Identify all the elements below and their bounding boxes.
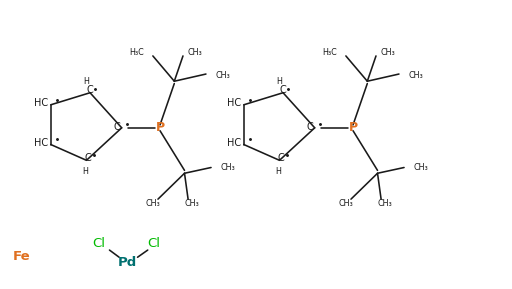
Text: HC: HC — [34, 138, 49, 148]
Text: HC: HC — [227, 98, 242, 108]
Text: C: C — [84, 153, 91, 163]
Text: Pd: Pd — [118, 256, 137, 269]
Text: C: C — [113, 122, 120, 132]
Text: CH₃: CH₃ — [185, 199, 200, 208]
Text: H: H — [276, 77, 282, 86]
Text: C: C — [87, 85, 93, 95]
Text: H: H — [83, 77, 89, 86]
Text: C: C — [277, 153, 284, 163]
Text: HC: HC — [34, 98, 49, 108]
Text: CH₃: CH₃ — [408, 71, 423, 80]
Text: CH₃: CH₃ — [220, 163, 235, 172]
Text: Cl: Cl — [147, 237, 160, 250]
Text: CH₃: CH₃ — [380, 48, 395, 57]
Text: CH₃: CH₃ — [378, 199, 393, 208]
Text: C: C — [306, 122, 313, 132]
Text: CH₃: CH₃ — [338, 199, 353, 208]
Text: CH₃: CH₃ — [215, 71, 230, 80]
Text: P: P — [156, 121, 164, 134]
Text: H: H — [275, 167, 281, 176]
Text: CH₃: CH₃ — [413, 163, 428, 172]
Text: H₃C: H₃C — [129, 48, 144, 57]
Text: C: C — [280, 85, 286, 95]
Text: H₃C: H₃C — [322, 48, 337, 57]
Text: CH₃: CH₃ — [145, 199, 160, 208]
Text: CH₃: CH₃ — [187, 48, 202, 57]
Text: HC: HC — [227, 138, 242, 148]
Text: H: H — [82, 167, 88, 176]
Text: Cl: Cl — [93, 237, 106, 250]
Text: P: P — [349, 121, 357, 134]
Text: Fe: Fe — [12, 250, 30, 263]
